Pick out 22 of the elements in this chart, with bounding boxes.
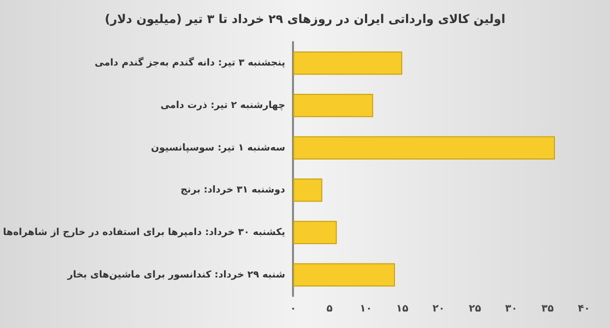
y-tick-label: پنجشنبه ۳ تیر: دانه گندم به‌جز گندم دامی	[94, 56, 286, 69]
y-tick-label: سه‌شنبه ۱ تیر: سوسپانسیون	[151, 142, 286, 154]
x-tick-label: ۱۵	[396, 304, 408, 314]
x-tick-label: ۱۰	[360, 304, 372, 314]
bar	[293, 263, 395, 286]
x-tick-label: ۳۰	[505, 304, 518, 314]
y-tick-label: چهارشنبه ۲ تیر: ذرت دامی	[160, 100, 286, 111]
bar	[293, 94, 374, 118]
x-tick-label: ۴۰	[578, 304, 590, 314]
bar	[293, 220, 337, 244]
x-tick-label: ۲۵	[468, 304, 482, 314]
x-tick-label: ۵	[326, 304, 333, 314]
y-tick-label: شنبه ۲۹ خرداد: کندانسور برای ماشین‌های بخار	[66, 269, 286, 280]
bar	[293, 136, 555, 160]
x-tick-label: ۰	[290, 304, 296, 314]
y-tick-label: یکشنبه ۳۰ خرداد: دامپرها برای استفاده در خارج از شاهراه‌ها	[2, 227, 286, 238]
x-tick-label: ۳۵	[542, 304, 554, 314]
y-tick-label: دوشنبه ۳۱ خرداد: برنج	[180, 184, 286, 196]
x-tick-label: ۲۰	[432, 304, 445, 314]
bar	[293, 52, 402, 75]
chart-title: اولین کالای وارداتی ایران در روزهای ۲۹ خرداد تا ۳ تیر (میلیون دلار)	[104, 12, 506, 26]
bar	[293, 178, 322, 202]
